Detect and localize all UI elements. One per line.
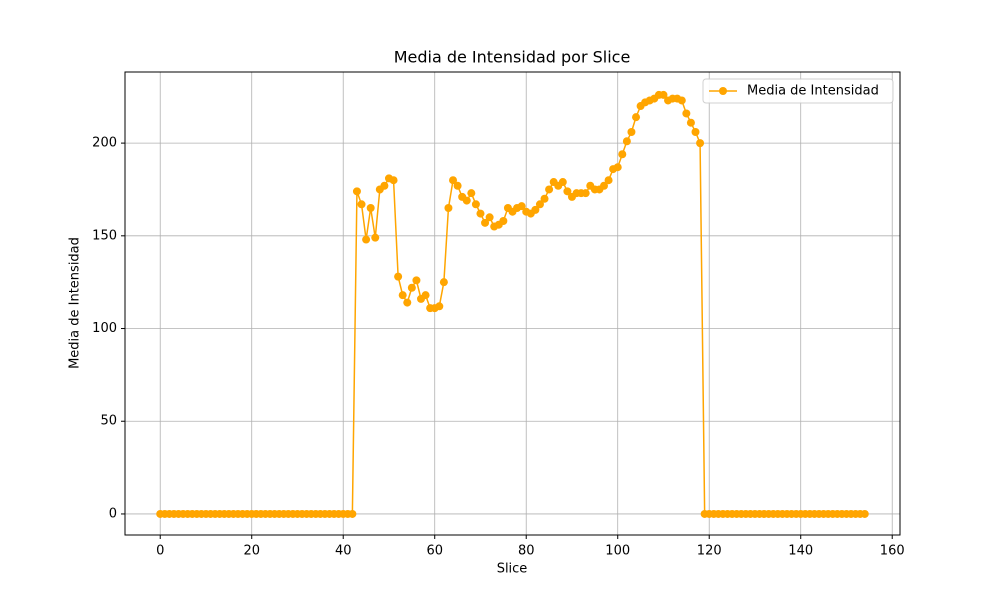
point <box>380 181 389 190</box>
point <box>352 187 361 196</box>
point <box>545 185 554 194</box>
x-axis-label: Slice <box>497 562 528 577</box>
point <box>558 178 567 187</box>
point <box>439 278 448 287</box>
point <box>421 291 430 300</box>
series-line <box>160 94 865 515</box>
legend-marker <box>719 87 727 95</box>
point <box>357 200 366 209</box>
point <box>449 176 458 185</box>
point <box>471 200 480 209</box>
point <box>618 150 627 159</box>
point <box>394 272 403 281</box>
point <box>691 127 700 136</box>
point <box>627 127 636 136</box>
point <box>403 298 412 307</box>
point <box>366 204 375 213</box>
x-tick-label: 0 <box>156 544 164 559</box>
x-tick-label: 100 <box>605 544 630 559</box>
point <box>581 189 590 198</box>
point <box>453 181 462 190</box>
point <box>531 205 540 214</box>
y-axis-label: Media de Intensidad <box>68 237 83 369</box>
x-tick-label: 60 <box>426 544 443 559</box>
y-tick-label: 100 <box>92 321 117 336</box>
point <box>435 302 444 311</box>
point <box>604 176 613 185</box>
point <box>412 276 421 285</box>
point <box>860 509 869 518</box>
point <box>444 204 453 213</box>
point <box>613 163 622 172</box>
point <box>481 218 490 227</box>
point <box>517 202 526 211</box>
y-tick-label: 50 <box>100 414 117 429</box>
point <box>499 216 508 225</box>
chart-title: Media de Intensidad por Slice <box>394 48 631 67</box>
plot-frame <box>124 71 901 536</box>
point <box>686 118 695 127</box>
point <box>599 181 608 190</box>
point <box>540 194 549 203</box>
x-tick-label: 160 <box>880 544 905 559</box>
y-tick-label: 150 <box>92 228 117 243</box>
x-tick-label: 120 <box>697 544 722 559</box>
legend-label: Media de Intensidad <box>747 84 879 99</box>
point <box>348 509 357 518</box>
x-tick-label: 20 <box>243 544 260 559</box>
x-tick-label: 40 <box>335 544 352 559</box>
x-tick-label: 140 <box>788 544 813 559</box>
legend-box <box>702 78 894 104</box>
point <box>476 209 485 218</box>
y-tick-label: 200 <box>92 136 117 151</box>
point <box>622 137 631 146</box>
point <box>485 213 494 222</box>
point <box>682 109 691 118</box>
point <box>407 283 416 292</box>
point <box>677 96 686 105</box>
point <box>389 176 398 185</box>
point <box>462 196 471 205</box>
point <box>398 291 407 300</box>
point <box>371 233 380 242</box>
point <box>362 235 371 244</box>
point <box>535 200 544 209</box>
point <box>659 90 668 99</box>
x-tick-label: 80 <box>518 544 535 559</box>
point <box>632 113 641 122</box>
point <box>467 189 476 198</box>
point <box>696 139 705 148</box>
y-tick-label: 0 <box>109 506 117 521</box>
point <box>563 187 572 196</box>
